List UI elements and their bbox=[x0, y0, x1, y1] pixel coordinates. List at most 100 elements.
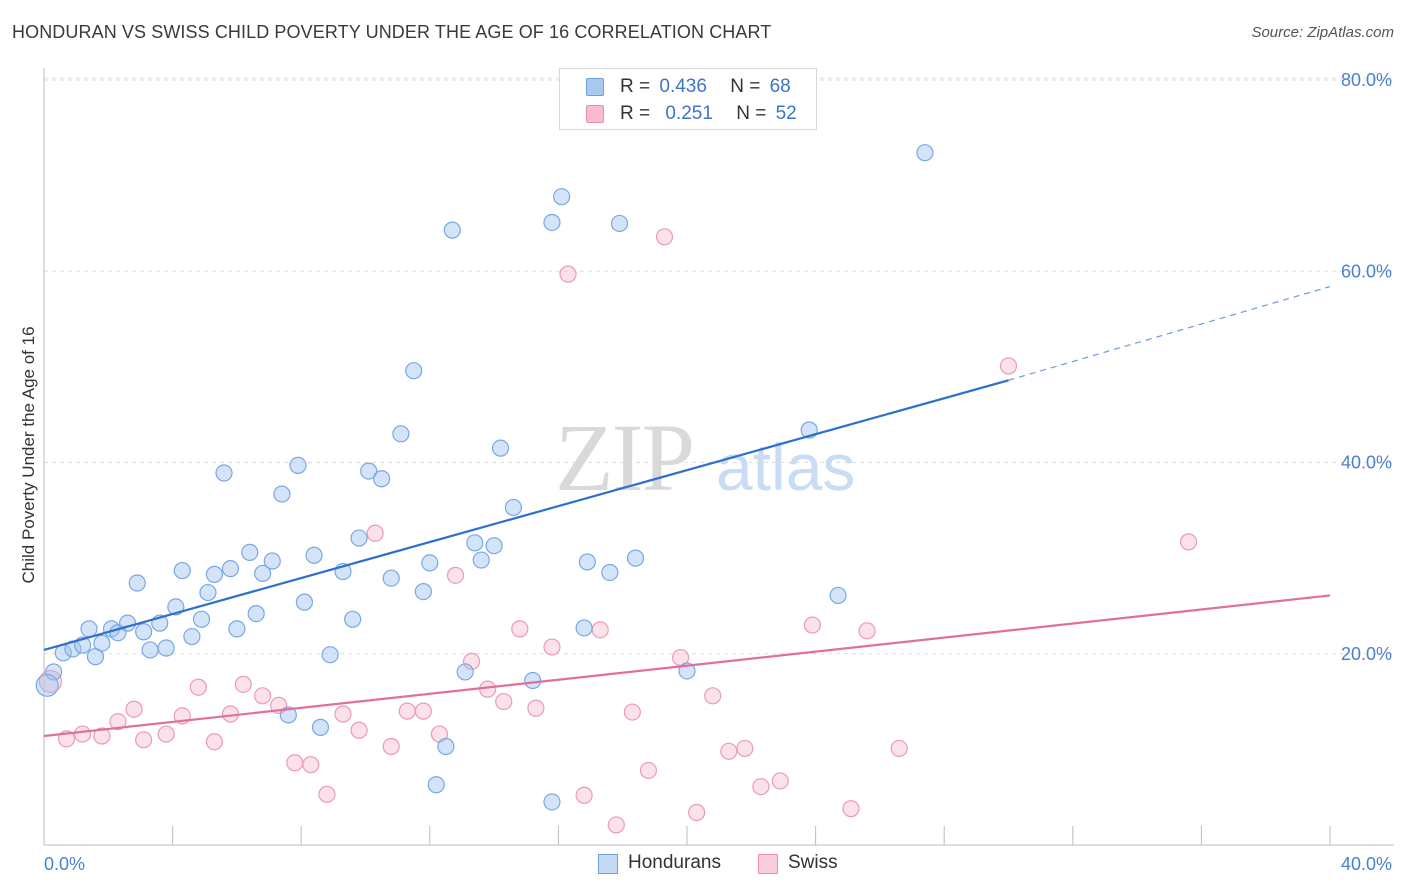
series-legend-swatch-hondurans bbox=[598, 854, 618, 874]
swiss-point bbox=[234, 675, 252, 693]
swiss-points bbox=[38, 228, 1198, 834]
honduran-point bbox=[472, 551, 490, 569]
honduran-point bbox=[485, 537, 503, 555]
honduran-point bbox=[45, 663, 63, 681]
swiss-point bbox=[575, 786, 593, 804]
swiss-point bbox=[803, 616, 821, 634]
series-legend-label-swiss: Swiss bbox=[788, 852, 838, 873]
honduran-points bbox=[35, 144, 934, 811]
honduran-trend-line bbox=[43, 379, 1009, 651]
swiss-point bbox=[109, 713, 127, 731]
legend-swatch-swiss bbox=[586, 105, 604, 123]
swiss-point bbox=[135, 731, 153, 749]
legend-r-value-swiss: 0.251 bbox=[665, 103, 713, 124]
honduran-point bbox=[553, 188, 571, 206]
swiss-point bbox=[462, 652, 481, 671]
honduran-point bbox=[360, 462, 378, 480]
legend-swatch-hondurans bbox=[586, 78, 604, 96]
swiss-point bbox=[527, 699, 545, 717]
honduran-point bbox=[610, 214, 629, 233]
honduran-point bbox=[321, 646, 339, 664]
swiss-point bbox=[38, 669, 63, 694]
series-legend-label-hondurans: Hondurans bbox=[628, 852, 721, 873]
swiss-point bbox=[559, 265, 577, 283]
legend-n-label: N = bbox=[736, 103, 767, 124]
swiss-point bbox=[286, 754, 304, 772]
honduran-point bbox=[427, 776, 445, 794]
swiss-point bbox=[543, 638, 561, 656]
honduran-point bbox=[205, 565, 223, 583]
swiss-point bbox=[704, 687, 722, 705]
grid-lines bbox=[44, 77, 1394, 655]
axes bbox=[43, 68, 1394, 846]
chart-title: HONDURAN VS SWISS CHILD POVERTY UNDER TH… bbox=[12, 22, 772, 42]
swiss-point bbox=[639, 761, 658, 780]
honduran-point bbox=[295, 593, 314, 611]
swiss-point bbox=[607, 816, 625, 834]
honduran-point bbox=[35, 673, 59, 697]
honduran-point bbox=[228, 620, 246, 638]
honduran-point bbox=[466, 534, 484, 552]
legend-n-value-hondurans: 68 bbox=[769, 76, 791, 97]
series-legend-swatch-swiss bbox=[758, 854, 778, 874]
tick-labels: 20.0% 40.0% 60.0% 80.0% 0.0% 40.0% bbox=[44, 70, 1392, 874]
honduran-point bbox=[199, 583, 217, 602]
swiss-point bbox=[655, 228, 674, 246]
honduran-point bbox=[263, 552, 281, 570]
y-tick-label: 20.0% bbox=[1341, 644, 1392, 664]
swiss-point bbox=[688, 803, 706, 822]
honduran-point bbox=[289, 456, 307, 474]
honduran-point bbox=[135, 623, 153, 641]
swiss-point bbox=[398, 702, 416, 720]
honduran-point bbox=[221, 560, 240, 578]
swiss-point bbox=[350, 721, 368, 739]
honduran-point bbox=[350, 529, 368, 547]
honduran-point bbox=[273, 485, 291, 503]
swiss-point bbox=[858, 622, 876, 640]
swiss-point bbox=[752, 778, 770, 796]
watermark-atlas: atlas bbox=[716, 430, 855, 504]
honduran-point bbox=[543, 793, 561, 811]
honduran-point bbox=[601, 563, 619, 582]
honduran-point bbox=[141, 641, 159, 659]
swiss-point bbox=[382, 737, 400, 756]
legend-r-label: R = bbox=[620, 103, 651, 124]
honduran-point bbox=[421, 554, 439, 572]
honduran-point bbox=[524, 671, 542, 690]
swiss-point bbox=[623, 703, 641, 721]
swiss-point bbox=[254, 687, 272, 705]
honduran-point bbox=[305, 546, 323, 564]
trend-lines bbox=[43, 285, 1331, 738]
honduran-point bbox=[916, 144, 934, 162]
swiss-point bbox=[125, 700, 143, 718]
honduran-point bbox=[344, 610, 362, 628]
honduran-point bbox=[829, 586, 847, 605]
watermark: ZIP atlas bbox=[555, 404, 855, 511]
honduran-point bbox=[241, 543, 259, 561]
honduran-point bbox=[311, 718, 330, 736]
swiss-point bbox=[414, 702, 432, 720]
swiss-point bbox=[511, 620, 529, 638]
honduran-point bbox=[215, 464, 233, 482]
honduran-point bbox=[491, 439, 510, 457]
swiss-point bbox=[999, 357, 1018, 375]
swiss-trend-line bbox=[43, 594, 1331, 738]
honduran-point bbox=[279, 706, 297, 724]
x-tick-label: 40.0% bbox=[1341, 854, 1392, 874]
honduran-point bbox=[578, 553, 596, 571]
swiss-point bbox=[205, 733, 223, 751]
honduran-point bbox=[437, 737, 455, 756]
x-tick-label: 0.0% bbox=[44, 854, 85, 874]
swiss-point bbox=[157, 725, 175, 743]
honduran-point bbox=[247, 604, 265, 623]
swiss-point bbox=[93, 727, 111, 745]
honduran-point bbox=[128, 574, 146, 592]
honduran-point bbox=[504, 498, 522, 517]
swiss-point bbox=[720, 742, 738, 760]
legend-n-value-swiss: 52 bbox=[775, 103, 797, 124]
y-tick-label: 40.0% bbox=[1341, 453, 1392, 473]
swiss-point bbox=[1179, 533, 1198, 551]
legend-r-value-hondurans: 0.436 bbox=[659, 76, 707, 97]
honduran-point bbox=[456, 663, 474, 681]
